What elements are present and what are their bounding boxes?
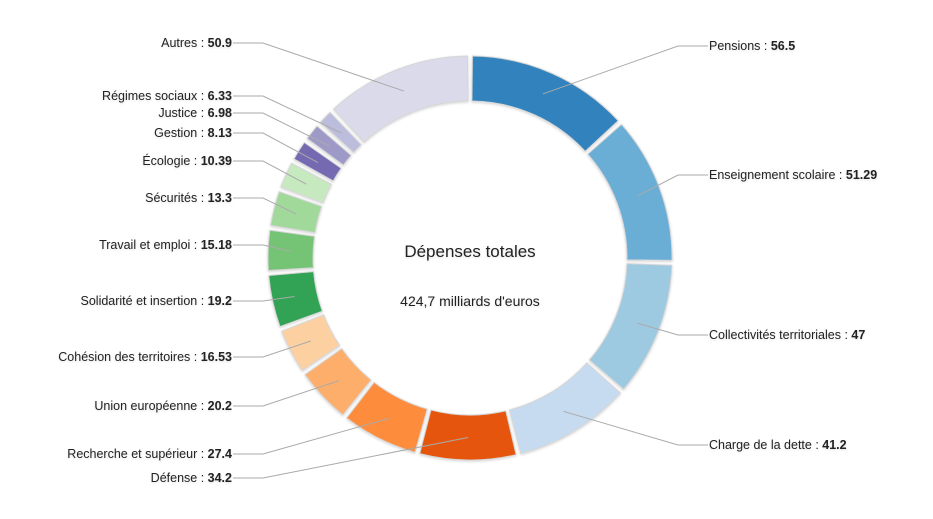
donut-slice[interactable] xyxy=(270,191,323,234)
slice-label: Écologie : 10.39 xyxy=(142,153,232,168)
leader-line xyxy=(233,417,390,455)
donut-slice[interactable] xyxy=(267,229,315,272)
slice-label: Régimes sociaux : 6.33 xyxy=(102,89,232,103)
slice-label: Charge de la dette : 41.2 xyxy=(709,438,847,452)
slice-label-value: 41.2 xyxy=(822,438,846,452)
leader-line xyxy=(233,197,297,215)
leader-line xyxy=(233,132,319,163)
slice-label-value: 10.39 xyxy=(201,154,232,168)
center-subtitle: 424,7 milliards d'euros xyxy=(400,293,540,309)
slice-label: Justice : 6.98 xyxy=(158,106,232,120)
leader-line xyxy=(563,410,708,446)
donut-slice[interactable] xyxy=(588,263,673,390)
slice-label-value: 16.53 xyxy=(201,350,232,364)
slice-label: Solidarité et insertion : 19.2 xyxy=(81,294,233,308)
leader-line xyxy=(233,380,340,407)
leader-line xyxy=(637,322,708,336)
slice-label: Union européenne : 20.2 xyxy=(94,399,232,413)
donut-slice[interactable] xyxy=(587,123,673,261)
donut-segments xyxy=(267,55,673,461)
slice-label-value: 15.18 xyxy=(201,238,232,252)
slice-label-name: Cohésion des territoires : xyxy=(58,350,200,364)
slice-label-value: 20.2 xyxy=(208,399,232,413)
slice-label-name: Défense : xyxy=(151,471,208,485)
slice-label-name: Pensions : xyxy=(709,39,771,53)
slice-label-name: Charge de la dette : xyxy=(709,438,822,452)
leader-line xyxy=(233,436,469,479)
leader-line xyxy=(233,95,342,134)
slice-label-name: Enseignement scolaire : xyxy=(709,168,846,182)
slice-label: Autres : 50.9 xyxy=(161,36,232,50)
donut-slice[interactable] xyxy=(509,362,621,454)
slice-label-value: 19.2 xyxy=(208,294,232,308)
slice-label: Gestion : 8.13 xyxy=(154,126,232,140)
slice-label-name: Solidarité et insertion : xyxy=(81,294,208,308)
slice-label: Défense : 34.2 xyxy=(151,471,232,485)
slice-label: Cohésion des territoires : 16.53 xyxy=(58,350,232,364)
slice-labels: Pensions : 56.5 Enseignement scolaire : 5… xyxy=(58,36,877,485)
slice-label-name: Union européenne : xyxy=(94,399,207,413)
slice-label-value: 50.9 xyxy=(208,36,232,50)
donut-slice[interactable] xyxy=(471,55,619,152)
leader-line xyxy=(233,112,330,147)
slice-label: Enseignement scolaire : 51.29 xyxy=(709,168,877,182)
slice-label-name: Collectivités territoriales : xyxy=(709,328,851,342)
slice-label-value: 47 xyxy=(851,328,865,342)
slice-label-value: 34.2 xyxy=(208,471,232,485)
donut-slice[interactable] xyxy=(268,271,323,328)
slice-label: Collectivités territoriales : 47 xyxy=(709,328,865,342)
slice-label: Travail et emploi : 15.18 xyxy=(99,238,232,252)
slice-label-value: 56.5 xyxy=(771,39,795,53)
slice-label-value: 51.29 xyxy=(846,168,877,182)
slice-label-name: Autres : xyxy=(161,36,208,50)
donut-slice[interactable] xyxy=(333,55,469,143)
slice-label-name: Sécurités : xyxy=(145,191,208,205)
slice-label-value: 8.13 xyxy=(208,126,232,140)
leader-line xyxy=(233,42,405,92)
donut-slice[interactable] xyxy=(419,409,517,461)
leader-line xyxy=(233,296,295,302)
slice-label: Pensions : 56.5 xyxy=(709,39,795,53)
slice-label-value: 27.4 xyxy=(208,447,232,461)
leader-line xyxy=(638,174,708,196)
slice-label-name: Travail et emploi : xyxy=(99,238,201,252)
slice-label: Recherche et supérieur : 27.4 xyxy=(67,447,232,461)
donut-slice[interactable] xyxy=(346,381,428,453)
center-title: Dépenses totales xyxy=(404,242,535,261)
slice-label-name: Justice : xyxy=(158,106,207,120)
donut-slice[interactable] xyxy=(304,348,372,416)
donut-slice[interactable] xyxy=(281,314,341,372)
donut-slice[interactable] xyxy=(280,162,332,204)
slice-label-name: Régimes sociaux : xyxy=(102,89,208,103)
slice-label-name: Écologie : xyxy=(142,153,200,168)
donut-slice[interactable] xyxy=(293,141,342,182)
leader-line xyxy=(233,160,307,185)
slice-label-value: 13.3 xyxy=(208,191,232,205)
leader-lines xyxy=(233,42,708,479)
slice-label-name: Gestion : xyxy=(154,126,208,140)
slice-label-name: Recherche et supérieur : xyxy=(67,447,207,461)
slice-label: Sécurités : 13.3 xyxy=(145,191,232,205)
slice-label-value: 6.98 xyxy=(208,106,232,120)
slice-label-value: 6.33 xyxy=(208,89,232,103)
leader-line xyxy=(233,244,291,252)
leader-line xyxy=(233,340,311,358)
leader-line xyxy=(542,45,708,95)
